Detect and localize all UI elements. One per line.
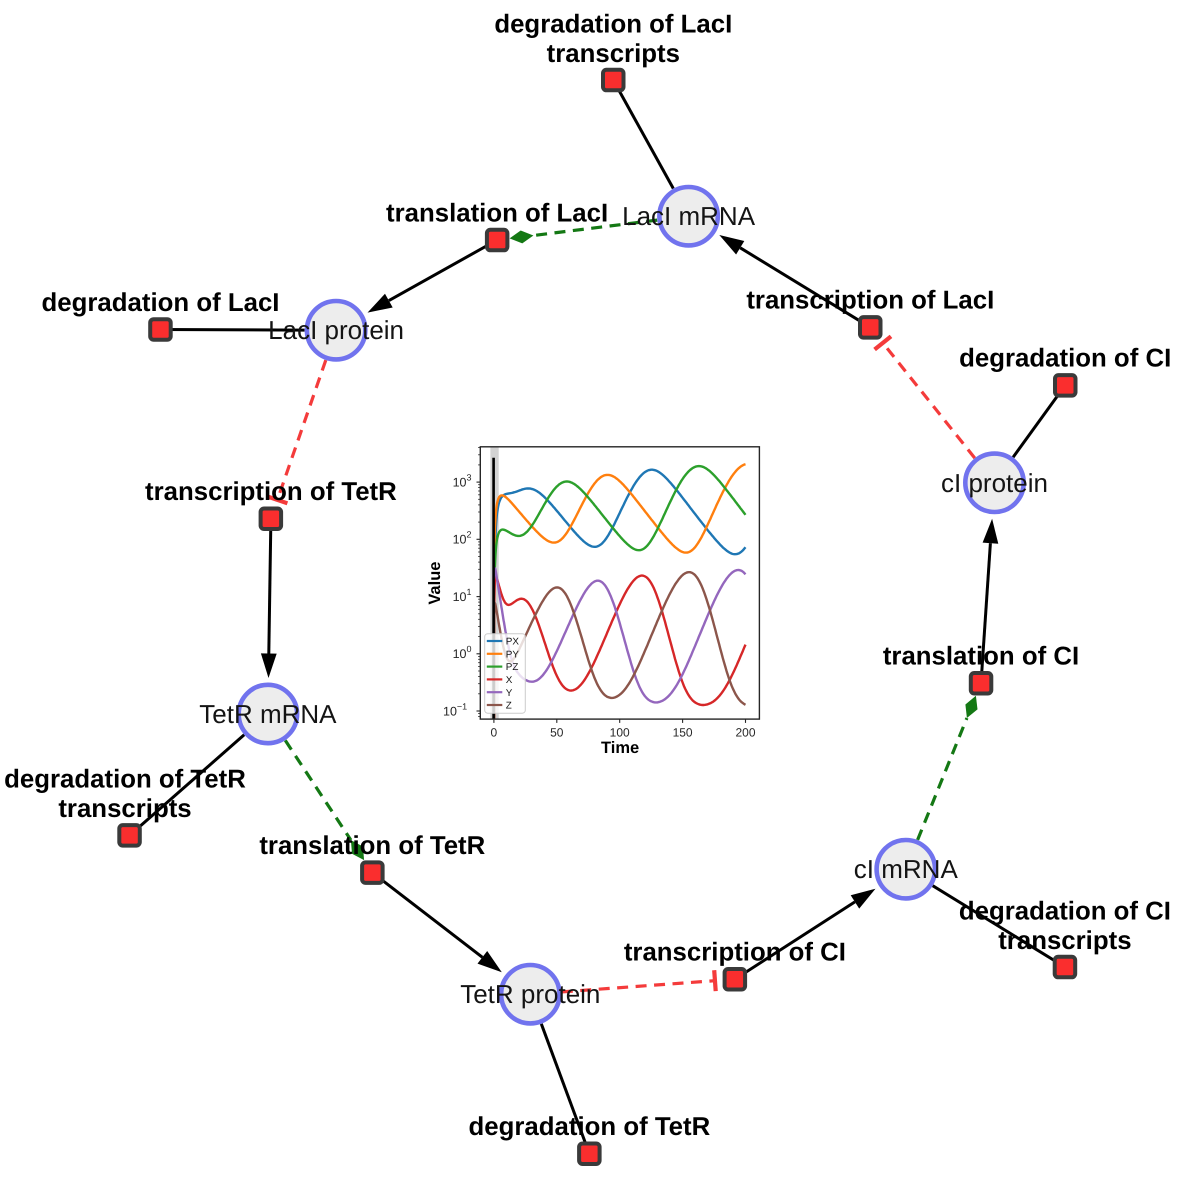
svg-text:LacI protein: LacI protein (268, 315, 404, 345)
svg-text:translation of LacI: translation of LacI (386, 199, 608, 227)
svg-text:TetR mRNA: TetR mRNA (199, 699, 337, 729)
svg-text:200: 200 (735, 726, 755, 740)
svg-text:transcripts: transcripts (547, 40, 680, 68)
svg-text:TetR protein: TetR protein (460, 979, 600, 1009)
svg-text:transcription of LacI: transcription of LacI (746, 287, 994, 315)
svg-text:Y: Y (506, 688, 513, 699)
svg-text:Value: Value (426, 562, 444, 605)
svg-text:translation of TetR: translation of TetR (259, 832, 485, 860)
svg-text:PX: PX (506, 637, 520, 648)
svg-text:Z: Z (506, 701, 512, 712)
svg-text:PY: PY (506, 649, 520, 660)
svg-text:transcription of CI: transcription of CI (624, 939, 846, 967)
svg-text:150: 150 (673, 726, 693, 740)
svg-text:degradation of LacI: degradation of LacI (42, 289, 280, 317)
svg-text:100: 100 (610, 726, 630, 740)
svg-text:transcripts: transcripts (998, 927, 1131, 955)
svg-text:degradation of CI: degradation of CI (959, 345, 1171, 373)
svg-text:degradation of TetR: degradation of TetR (4, 766, 246, 794)
svg-text:degradation of TetR: degradation of TetR (469, 1113, 711, 1141)
svg-text:Time: Time (601, 739, 639, 757)
svg-text:0: 0 (491, 726, 498, 740)
svg-text:PZ: PZ (506, 662, 519, 673)
svg-text:transcripts: transcripts (58, 795, 191, 823)
svg-text:cI mRNA: cI mRNA (854, 854, 959, 884)
svg-text:translation of CI: translation of CI (883, 643, 1079, 671)
svg-text:degradation of LacI: degradation of LacI (494, 10, 732, 38)
svg-text:50: 50 (550, 726, 564, 740)
svg-text:cI protein: cI protein (941, 468, 1048, 498)
svg-text:transcription of TetR: transcription of TetR (145, 478, 397, 506)
svg-text:degradation of CI: degradation of CI (959, 897, 1171, 925)
svg-text:X: X (506, 675, 513, 686)
svg-text:LacI mRNA: LacI mRNA (622, 201, 756, 231)
